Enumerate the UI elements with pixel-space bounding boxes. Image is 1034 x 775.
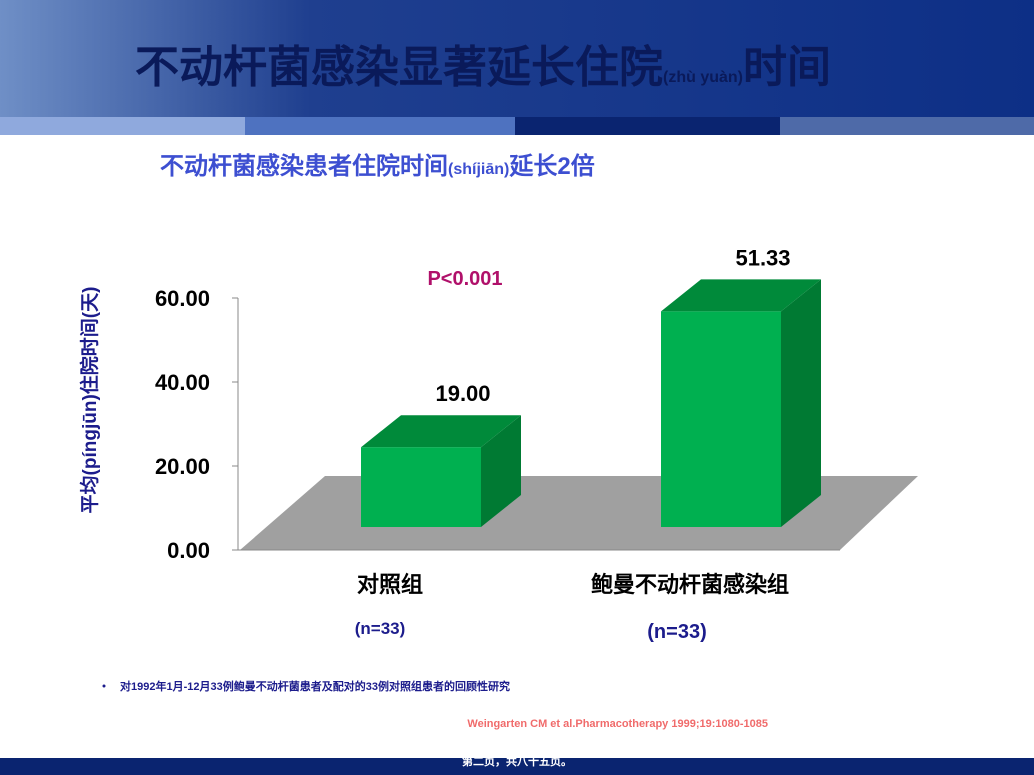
footer-band	[0, 758, 1034, 775]
x-tick-label: 鲍曼不动杆菌感染组	[591, 572, 789, 597]
header-band	[0, 0, 1034, 117]
bar	[361, 415, 521, 527]
value-label: 51.33	[735, 245, 790, 270]
footer-text: 第二页，共八十五页。	[462, 754, 572, 768]
bar-top	[661, 279, 821, 312]
subtitle-part: 不动杆菌感染患者住院时间	[160, 152, 448, 180]
subtitle-part: 延长2倍	[508, 152, 594, 180]
stripe	[780, 117, 1034, 135]
citation: Weingarten CM et al.Pharmacotherapy 1999…	[467, 718, 768, 730]
subtitle-part: (shíjiān)	[448, 161, 509, 178]
subtitle: 不动杆菌感染患者住院时间(shíjiān)延长2倍	[160, 152, 595, 180]
stripe	[245, 117, 515, 135]
category-note: (n=33)	[355, 619, 406, 638]
stripe	[515, 117, 780, 135]
bar-top	[361, 415, 521, 448]
x-tick-label: 对照组	[357, 572, 423, 597]
y-tick-label: 20.00	[155, 454, 210, 479]
y-tick-label: 40.00	[155, 370, 210, 395]
value-label: 19.00	[435, 381, 490, 406]
category-note: (n=33)	[647, 621, 706, 643]
stripe	[0, 117, 245, 135]
title-part: 时间	[743, 43, 831, 92]
bar-front	[361, 447, 481, 527]
title-part: (zhù yuàn)	[663, 69, 743, 86]
footnote: 对1992年1月-12月33例鲍曼不动杆菌患者及配对的33例对照组患者的回顾性研…	[120, 679, 510, 693]
y-tick-label: 0.00	[167, 538, 210, 563]
bar-side	[481, 415, 521, 527]
slide-title: 不动杆菌感染显著延长住院(zhù yuàn)时间	[135, 43, 831, 92]
bar-side	[781, 279, 821, 527]
bar-front	[661, 311, 781, 527]
y-tick-label: 60.00	[155, 286, 210, 311]
y-axis-label: 平均(píngjūn)住院时间(天)	[78, 287, 101, 514]
title-part: 不动杆菌感染显著延长住院	[135, 43, 663, 92]
bar	[661, 279, 821, 527]
annotation: P<0.001	[427, 268, 502, 290]
bullet	[102, 684, 106, 688]
